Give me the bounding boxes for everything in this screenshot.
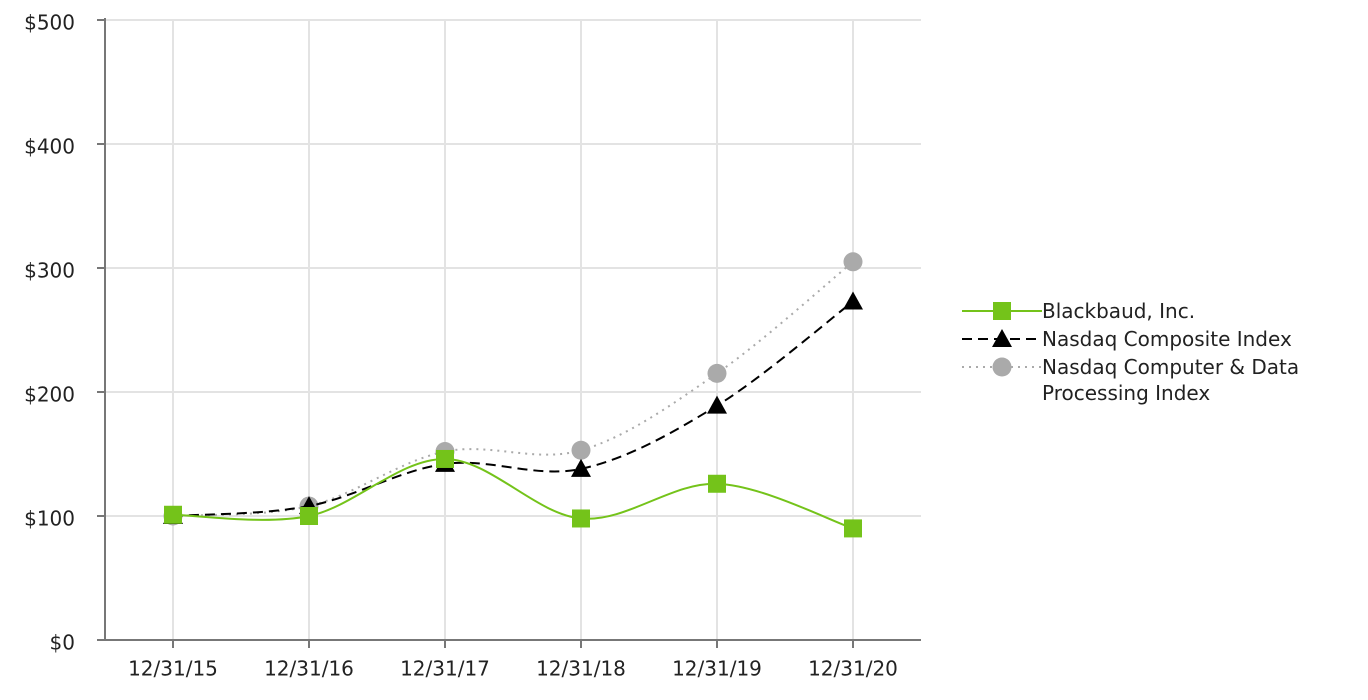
y-tick-label: $500	[24, 11, 75, 35]
x-tick-label: 12/31/15	[128, 657, 218, 681]
legend-swatch	[962, 329, 1042, 347]
y-tick-label: $400	[24, 135, 75, 159]
marker-circle	[843, 252, 863, 272]
marker-triangle	[992, 329, 1012, 347]
x-tick-label: 12/31/19	[672, 657, 762, 681]
marker-triangle	[843, 291, 863, 310]
marker-square	[572, 509, 590, 528]
series-line	[172, 261, 854, 517]
legend-item: Nasdaq Composite Index	[958, 326, 1358, 352]
legend-swatch	[962, 302, 1042, 320]
legend: Blackbaud, Inc. Nasdaq Composite Index Nas…	[958, 298, 1358, 408]
y-tick-label: $0	[50, 631, 75, 655]
y-tick-label: $100	[24, 507, 75, 531]
legend-label: Nasdaq Computer & Data Processing Index	[1042, 355, 1300, 405]
marker-circle	[992, 357, 1012, 377]
legend-item: Blackbaud, Inc.	[958, 298, 1358, 324]
marker-square	[436, 449, 454, 468]
marker-circle	[571, 440, 591, 460]
y-tick-label: $200	[24, 383, 75, 407]
x-tick-label: 12/31/18	[536, 657, 626, 681]
series-line	[172, 457, 854, 530]
marker-square	[993, 302, 1011, 320]
marker-triangle	[571, 458, 591, 477]
legend-label: Blackbaud, Inc.	[1042, 299, 1196, 323]
marker-square	[708, 474, 726, 493]
x-tick-label: 12/31/16	[264, 657, 354, 681]
legend-item: Nasdaq Computer & Data Processing Index	[958, 354, 1358, 406]
marker-square	[300, 507, 318, 525]
x-tick-label: 12/31/20	[808, 657, 898, 681]
legend-label: Nasdaq Composite Index	[1042, 327, 1292, 351]
x-tick-label: 12/31/17	[400, 657, 490, 681]
series-line	[172, 300, 854, 517]
y-tick-label: $300	[24, 259, 75, 283]
marker-square	[844, 519, 862, 538]
marker-triangle	[707, 395, 727, 414]
legend-swatch	[962, 357, 1042, 377]
marker-square	[164, 505, 182, 524]
marker-circle	[707, 363, 727, 383]
